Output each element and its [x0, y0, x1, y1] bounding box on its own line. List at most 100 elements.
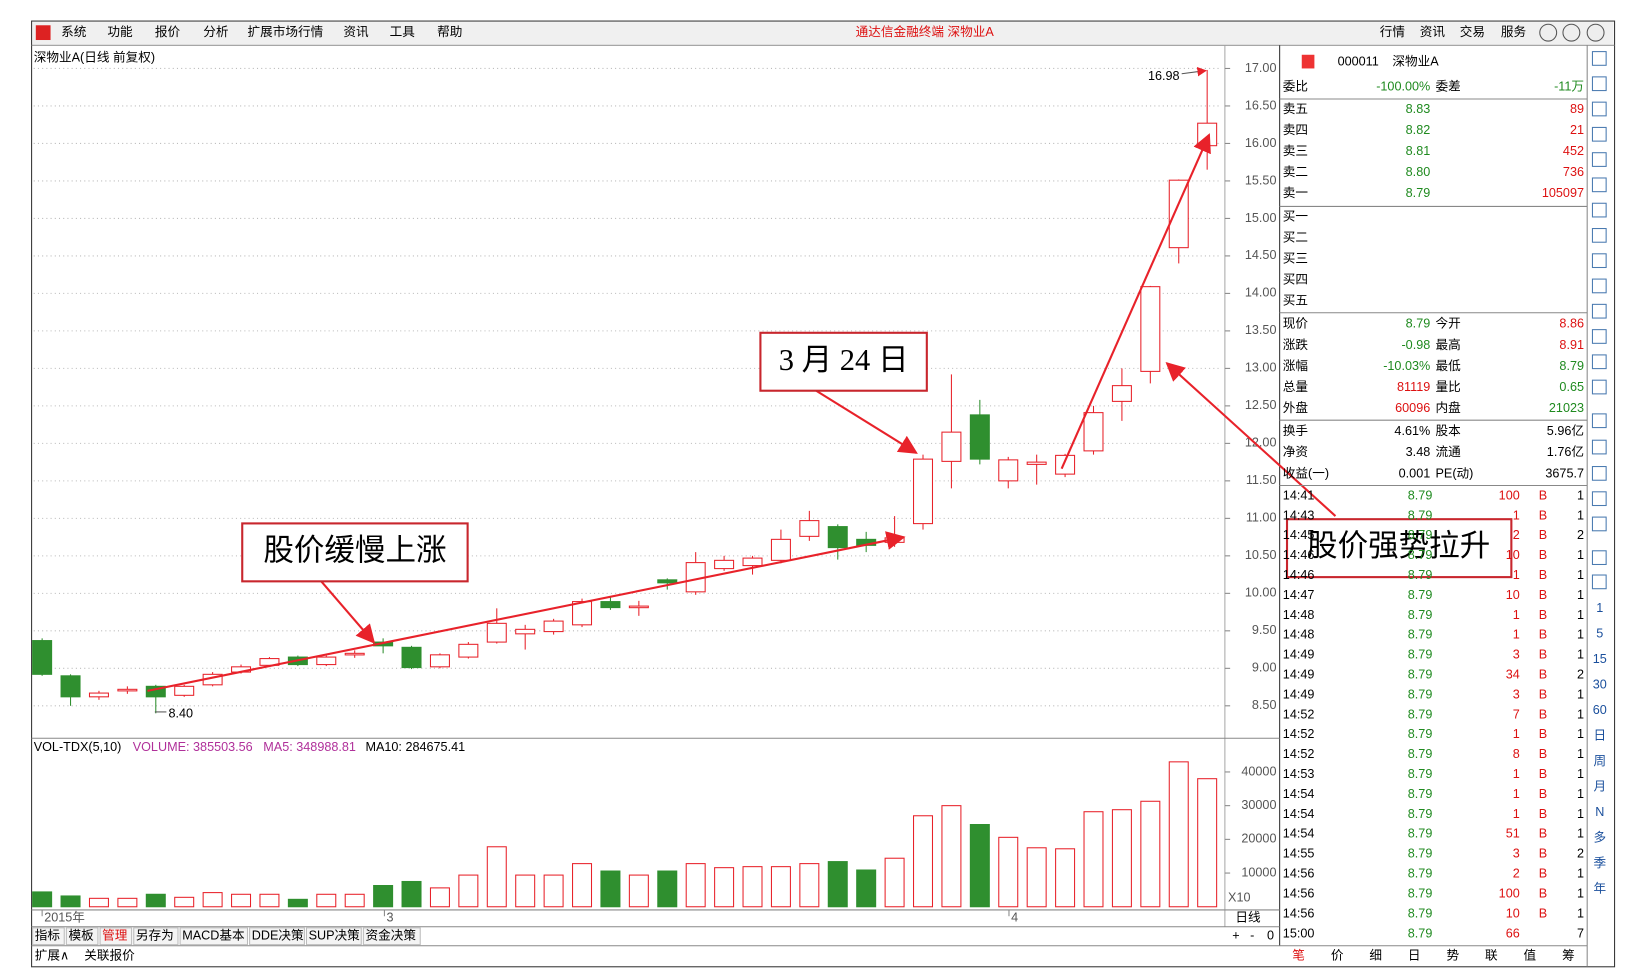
- sidebar-icon[interactable]: [1591, 202, 1607, 218]
- price-tick-label: 8.50: [1252, 698, 1277, 712]
- tab-label[interactable]: 关联报价: [84, 949, 135, 963]
- quote-tab[interactable]: 势: [1446, 948, 1459, 963]
- period-button[interactable]: 日: [1594, 728, 1607, 742]
- volume-tick-label: 40000: [1241, 764, 1276, 778]
- quote-tab[interactable]: 价: [1331, 949, 1344, 963]
- quote-cell: B: [1539, 628, 1547, 642]
- sidebar-icon[interactable]: [1591, 516, 1607, 532]
- period-button[interactable]: 5: [1596, 627, 1603, 641]
- menu-button[interactable]: 资讯: [1420, 25, 1446, 39]
- menu-item[interactable]: 报价: [155, 25, 181, 39]
- quote-cell: 1: [1577, 807, 1584, 821]
- period-button[interactable]: 周: [1594, 754, 1607, 768]
- sidebar-icon[interactable]: [1591, 354, 1607, 370]
- quote-tab[interactable]: 值: [1524, 948, 1537, 963]
- tab-label[interactable]: MACD基本: [182, 929, 245, 943]
- quote-cell: 1: [1577, 827, 1584, 841]
- quote-cell: 1: [1577, 648, 1584, 662]
- sidebar-icon[interactable]: [1591, 439, 1607, 455]
- sidebar-icon[interactable]: [1591, 152, 1607, 167]
- period-button[interactable]: 年: [1594, 881, 1607, 895]
- quote-tab[interactable]: 日: [1408, 949, 1421, 963]
- tab[interactable]: [179, 927, 249, 946]
- menu-item[interactable]: 扩展市场行情: [248, 24, 324, 39]
- tab[interactable]: [249, 927, 305, 946]
- sidebar-icon[interactable]: [1591, 126, 1607, 142]
- tab-label[interactable]: DDE决策: [252, 928, 304, 943]
- sidebar-icon[interactable]: [1591, 51, 1607, 66]
- sidebar-icon[interactable]: [1591, 253, 1607, 269]
- period-button[interactable]: 季: [1594, 856, 1607, 870]
- period-button[interactable]: 1: [1596, 601, 1603, 615]
- tab-label[interactable]: SUP决策: [309, 928, 361, 943]
- quote-tab[interactable]: 筹: [1562, 948, 1575, 963]
- quote-cell: 量比: [1436, 380, 1461, 394]
- quote-cell: 14:56: [1283, 886, 1315, 900]
- quote-cell: 8.91: [1559, 338, 1584, 352]
- quote-cell: 8.79: [1408, 608, 1433, 622]
- candle-body: [458, 643, 479, 658]
- zoom-button[interactable]: +: [1232, 929, 1239, 943]
- sidebar-icon[interactable]: [1591, 101, 1607, 117]
- tab-label[interactable]: 指标: [35, 929, 61, 943]
- sidebar-icon[interactable]: [1591, 413, 1607, 429]
- marker-arrow: [1181, 66, 1207, 77]
- quote-cell: PE(动): [1436, 466, 1474, 480]
- menu-button[interactable]: 交易: [1460, 24, 1485, 39]
- sidebar-icon[interactable]: [1591, 177, 1607, 193]
- menu-button[interactable]: 服务: [1501, 24, 1527, 39]
- zoom-button[interactable]: -: [1250, 929, 1254, 943]
- tab-label[interactable]: 管理: [102, 929, 128, 943]
- candle-body: [628, 605, 649, 609]
- sidebar-icon[interactable]: [1591, 574, 1607, 590]
- tab[interactable]: [99, 927, 133, 946]
- menu-item[interactable]: 工具: [390, 25, 416, 39]
- quote-tab[interactable]: 联: [1485, 949, 1498, 963]
- period-button[interactable]: 15: [1593, 652, 1607, 666]
- menu-item[interactable]: 资讯: [343, 25, 369, 39]
- menu-item[interactable]: 系统: [61, 25, 87, 39]
- tab[interactable]: [65, 927, 99, 946]
- sidebar-icon[interactable]: [1591, 303, 1607, 319]
- sidebar-icon[interactable]: [1591, 228, 1607, 243]
- menu-item[interactable]: 功能: [107, 25, 133, 39]
- window-controls[interactable]: [1539, 23, 1605, 42]
- quote-tab[interactable]: 笔: [1292, 948, 1305, 963]
- sidebar-icon[interactable]: [1591, 278, 1607, 294]
- tab[interactable]: [32, 927, 65, 946]
- sidebar-icon[interactable]: [1591, 466, 1607, 481]
- volume-bar: [259, 893, 280, 908]
- quote-cell: 14:49: [1283, 687, 1315, 701]
- period-button[interactable]: N: [1595, 805, 1604, 819]
- quote-cell: 净资: [1283, 445, 1308, 459]
- quote-tab[interactable]: 细: [1369, 949, 1382, 963]
- zoom-button[interactable]: 0: [1267, 929, 1274, 943]
- tab-label[interactable]: 扩展∧: [35, 949, 70, 963]
- volume-header: MA10: 284675.41: [365, 740, 465, 754]
- tab-label[interactable]: 资金决策: [365, 928, 416, 943]
- period-button[interactable]: 多: [1594, 830, 1607, 844]
- menu-item[interactable]: 分析: [203, 25, 229, 39]
- tab[interactable]: [362, 927, 421, 946]
- menu-button[interactable]: 行情: [1380, 25, 1406, 39]
- volume-bar: [600, 870, 621, 908]
- menu-item[interactable]: 帮助: [437, 25, 462, 39]
- tab-label[interactable]: 另存为: [136, 929, 174, 943]
- tab-label[interactable]: 模板: [68, 929, 94, 943]
- period-button[interactable]: 30: [1593, 678, 1607, 692]
- period-button[interactable]: 月: [1594, 779, 1607, 793]
- sidebar-icon[interactable]: [1591, 550, 1607, 566]
- sidebar-icon[interactable]: [1591, 379, 1607, 395]
- sidebar-icon[interactable]: [1591, 76, 1607, 92]
- callout-text: 股价强势拉升: [1307, 529, 1490, 563]
- tab[interactable]: [305, 927, 362, 946]
- quote-cell: 2: [1577, 528, 1584, 542]
- callout-box: [1285, 518, 1513, 579]
- sidebar-icon[interactable]: [1591, 491, 1607, 507]
- quote-cell: 买五: [1283, 294, 1308, 308]
- quote-cell: 14:48: [1283, 608, 1315, 622]
- sidebar-icon[interactable]: [1591, 329, 1607, 344]
- period-button[interactable]: 60: [1593, 703, 1607, 717]
- quote-cell: 1: [1577, 628, 1584, 642]
- tab[interactable]: [133, 927, 179, 946]
